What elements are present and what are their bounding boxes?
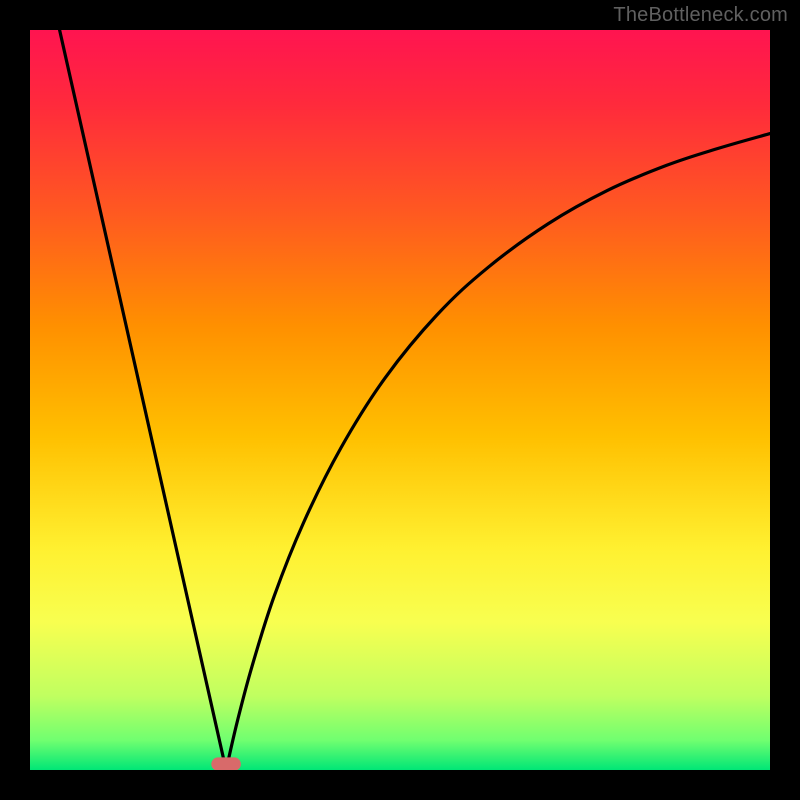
bottleneck-curve-chart (0, 0, 800, 800)
optimal-point-marker (211, 757, 241, 770)
chart-container: TheBottleneck.com (0, 0, 800, 800)
watermark-text: TheBottleneck.com (613, 4, 788, 27)
chart-background (30, 30, 770, 770)
